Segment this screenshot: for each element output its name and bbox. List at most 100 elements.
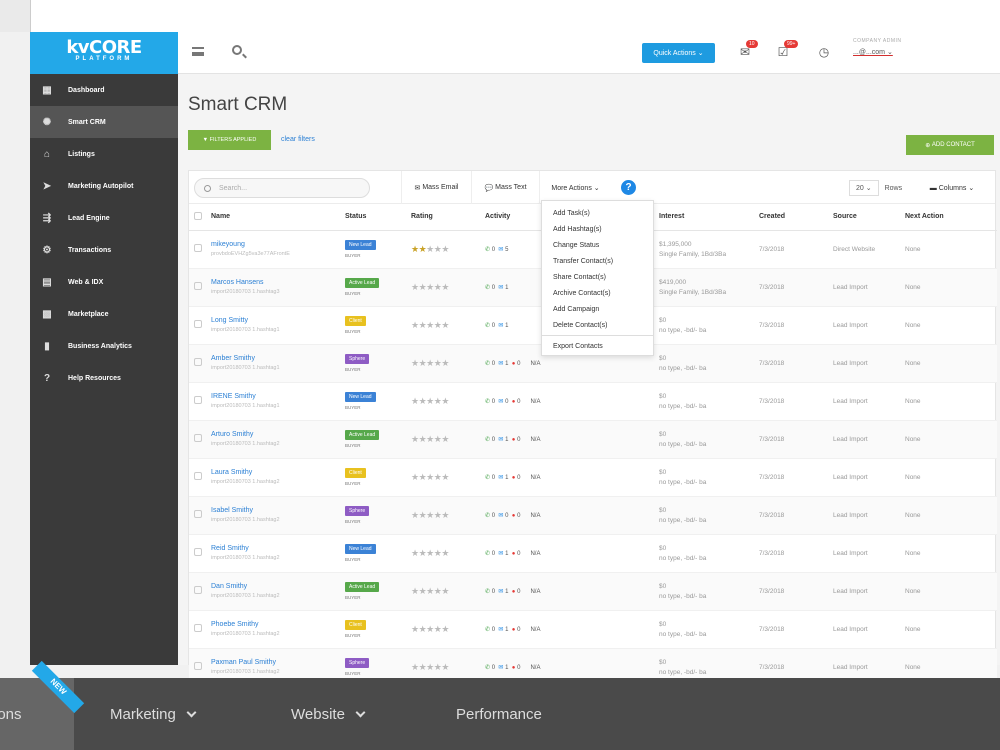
contact-name-link[interactable]: Marcos Hansens — [211, 279, 264, 286]
clear-filters-link[interactable]: clear filters — [281, 136, 315, 143]
quick-actions-button[interactable]: Quick Actions ⌄ — [642, 43, 715, 63]
sidebar-item-lead-engine[interactable]: ⇶ Lead Engine — [30, 202, 178, 234]
rating-stars[interactable]: ★★★★★ — [411, 661, 449, 672]
table-row[interactable]: Isabel Smithy import20180703 1.hashtag2 Sp… — [189, 496, 997, 535]
rows-per-page-select[interactable]: 20 ⌄ Rows — [849, 178, 902, 198]
status-badge[interactable]: New Lead — [345, 240, 376, 250]
more-actions-button[interactable]: More Actions ⌄ — [539, 171, 611, 204]
contact-name-link[interactable]: Paxman Paul Smithy — [211, 659, 276, 666]
row-checkbox[interactable] — [194, 396, 202, 404]
contact-name-link[interactable]: Amber Smithy — [211, 355, 255, 362]
history-icon[interactable]: ◷ — [818, 45, 830, 59]
status-badge[interactable]: Client — [345, 620, 366, 630]
contact-name-link[interactable]: Dan Smithy — [211, 583, 248, 590]
column-header-source[interactable]: Source — [833, 204, 905, 231]
tasks-icon[interactable]: ☑ 99+ — [776, 40, 799, 59]
filters-applied-button[interactable]: ▼ FILTERS APPLIED — [188, 130, 271, 150]
row-checkbox[interactable] — [194, 320, 202, 328]
search-icon[interactable] — [232, 45, 242, 55]
status-badge[interactable]: Client — [345, 316, 366, 326]
sidebar-item-marketing-autopilot[interactable]: ➤ Marketing Autopilot — [30, 170, 178, 202]
mass-text-button[interactable]: 💬 Mass Text — [471, 171, 539, 204]
table-row[interactable]: Dan Smithy import20180703 1.hashtag2 Activ… — [189, 572, 997, 611]
row-checkbox[interactable] — [194, 434, 202, 442]
menu-item-export-contacts[interactable]: Export Contacts — [553, 342, 603, 350]
sidebar-item-business-analytics[interactable]: ▮ Business Analytics — [30, 330, 178, 362]
status-badge[interactable]: Active Lead — [345, 278, 380, 288]
menu-item-change-status[interactable]: Change Status — [553, 241, 600, 249]
column-header-next-action[interactable]: Next Action — [905, 204, 997, 231]
column-header-interest[interactable]: Interest — [659, 204, 759, 231]
rating-stars[interactable]: ★★★★★ — [411, 281, 449, 292]
contact-name-link[interactable]: Phoebe Smithy — [211, 621, 259, 628]
rating-stars[interactable]: ★★★★★ — [411, 243, 449, 254]
column-header-name[interactable]: Name — [211, 204, 345, 231]
rating-stars[interactable]: ★★★★★ — [411, 585, 449, 596]
menu-item-transfer-contact-s[interactable]: Transfer Contact(s) — [553, 257, 614, 265]
status-badge[interactable]: Client — [345, 468, 366, 478]
contacts-search-input[interactable]: Search... — [194, 178, 370, 198]
contact-name-link[interactable]: Arturo Smithy — [211, 431, 254, 438]
sidebar-item-dashboard[interactable]: ▦ Dashboard — [30, 74, 178, 106]
sidebar-item-smart-crm[interactable]: ✺ Smart CRM — [30, 106, 178, 138]
sidebar-item-listings[interactable]: ⌂ Listings — [30, 138, 178, 170]
status-badge[interactable]: Sphere — [345, 506, 370, 516]
contact-name-link[interactable]: Isabel Smithy — [211, 507, 254, 514]
row-checkbox[interactable] — [194, 244, 202, 252]
sidebar-item-web-idx[interactable]: ▤ Web & IDX — [30, 266, 178, 298]
status-badge[interactable]: Active Lead — [345, 430, 380, 440]
row-checkbox[interactable] — [194, 358, 202, 366]
column-header-status[interactable]: Status — [345, 204, 411, 231]
rating-stars[interactable]: ★★★★★ — [411, 623, 449, 634]
rating-stars[interactable]: ★★★★★ — [411, 547, 449, 558]
select-all-checkbox[interactable] — [194, 211, 202, 220]
contact-name-link[interactable]: mikeyoung — [211, 241, 245, 248]
status-badge[interactable]: New Lead — [345, 392, 376, 402]
contact-name-link[interactable]: Long Smitty — [211, 317, 248, 324]
menu-item-add-campaign[interactable]: Add Campaign — [553, 305, 600, 313]
row-checkbox[interactable] — [194, 510, 202, 518]
rating-stars[interactable]: ★★★★★ — [411, 433, 449, 444]
hamburger-menu-icon[interactable] — [192, 47, 204, 56]
menu-item-archive-contact-s[interactable]: Archive Contact(s) — [553, 289, 611, 297]
row-checkbox[interactable] — [194, 282, 202, 290]
email-icon[interactable]: ✉ 10 — [738, 40, 758, 59]
rating-stars[interactable]: ★★★★★ — [411, 395, 449, 406]
table-row[interactable]: Arturo Smithy import20180703 1.hashtag2 Ac… — [189, 420, 997, 459]
bottom-nav-marketing[interactable]: Marketing — [110, 706, 197, 723]
bottom-nav-performance[interactable]: Performance — [456, 706, 542, 723]
menu-item-add-task-s[interactable]: Add Task(s) — [553, 209, 590, 217]
row-checkbox[interactable] — [194, 586, 202, 594]
status-badge[interactable]: New Lead — [345, 544, 376, 554]
table-row[interactable]: Reid Smithy import20180703 1.hashtag2 New … — [189, 534, 997, 573]
add-contact-button[interactable]: ⊕ ADD CONTACT — [906, 135, 994, 155]
row-checkbox[interactable] — [194, 662, 202, 670]
row-checkbox[interactable] — [194, 472, 202, 480]
sidebar-item-marketplace[interactable]: ▩ Marketplace — [30, 298, 178, 330]
status-badge[interactable]: Sphere — [345, 354, 370, 364]
rating-stars[interactable]: ★★★★★ — [411, 319, 449, 330]
rating-stars[interactable]: ★★★★★ — [411, 509, 449, 520]
user-menu[interactable]: COMPANY ADMIN ...@...com ⌄ — [853, 38, 993, 56]
sidebar-item-help-resources[interactable]: ? Help Resources — [30, 362, 178, 394]
rating-stars[interactable]: ★★★★★ — [411, 357, 449, 368]
table-row[interactable]: Laura Smithy import20180703 1.hashtag2 Cli… — [189, 458, 997, 497]
table-row[interactable]: Amber Smithy import20180703 1.hashtag1 Sph… — [189, 344, 997, 383]
rating-stars[interactable]: ★★★★★ — [411, 471, 449, 482]
kvcore-logo[interactable]: kvCORE PLATFORM — [30, 32, 178, 74]
help-icon[interactable]: ? — [621, 180, 636, 195]
column-header-created[interactable]: Created — [759, 204, 833, 231]
table-row[interactable]: IRENE Smithy import20180703 1.hashtag1 New… — [189, 382, 997, 421]
menu-item-add-hashtag-s[interactable]: Add Hashtag(s) — [553, 225, 602, 233]
menu-item-delete-contact-s[interactable]: Delete Contact(s) — [553, 321, 608, 329]
contact-name-link[interactable]: IRENE Smithy — [211, 393, 256, 400]
bottom-nav-website[interactable]: Website — [291, 706, 366, 723]
status-badge[interactable]: Sphere — [345, 658, 370, 668]
menu-item-share-contact-s[interactable]: Share Contact(s) — [553, 273, 606, 281]
column-header-rating[interactable]: Rating — [411, 204, 485, 231]
status-badge[interactable]: Active Lead — [345, 582, 380, 592]
mass-email-button[interactable]: ✉ Mass Email — [401, 171, 471, 204]
sidebar-item-transactions[interactable]: ⚙ Transactions — [30, 234, 178, 266]
bottom-nav-ions[interactable]: ions — [0, 706, 22, 723]
contact-name-link[interactable]: Laura Smithy — [211, 469, 253, 476]
